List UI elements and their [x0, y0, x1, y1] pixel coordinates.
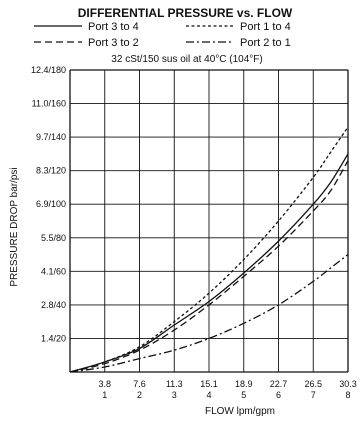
x-tick-label-secondary: 8 — [345, 390, 350, 400]
x-tick-label: 18.9 — [235, 379, 253, 389]
legend-label: Port 3 to 2 — [88, 37, 139, 49]
legend-label: Port 1 to 4 — [240, 21, 291, 33]
legend-label: Port 2 to 1 — [240, 37, 291, 49]
x-tick-label-secondary: 6 — [276, 390, 281, 400]
y-tick-label: 1.4/20 — [41, 333, 66, 343]
chart-subtitle: 32 cSt/150 sus oil at 40°C (104°F) — [111, 54, 262, 65]
y-axis-label: PRESSURE DROP bar/psi — [9, 167, 20, 286]
x-tick-label: 3.8 — [98, 379, 111, 389]
x-tick-label-secondary: 1 — [102, 390, 107, 400]
x-axis-label: FLOW lpm/gpm — [205, 406, 275, 417]
y-tick-label: 4.1/60 — [41, 266, 66, 276]
y-tick-label: 5.5/80 — [41, 233, 66, 243]
y-tick-label: 2.8/40 — [41, 300, 66, 310]
x-tick-label-secondary: 2 — [137, 390, 142, 400]
x-tick-label-secondary: 5 — [241, 390, 246, 400]
x-tick-label-secondary: 7 — [311, 390, 316, 400]
x-tick-label: 22.7 — [270, 379, 288, 389]
y-tick-label: 8.3/120 — [36, 166, 66, 176]
x-tick-label: 30.3 — [339, 379, 357, 389]
y-tick-label: 12.4/180 — [31, 65, 66, 75]
y-tick-label: 11.0/160 — [32, 99, 66, 109]
y-tick-label: 6.9/100 — [36, 199, 66, 209]
chart-title: DIFFERENTIAL PRESSURE vs. FLOW — [78, 6, 293, 20]
x-tick-label: 11.3 — [166, 379, 183, 389]
series-line — [69, 153, 349, 373]
x-tick-label-secondary: 4 — [206, 390, 211, 400]
legend-label: Port 3 to 4 — [88, 21, 139, 33]
series-line — [69, 160, 349, 373]
x-tick-label: 15.1 — [200, 379, 218, 389]
x-tick-label: 26.5 — [304, 379, 322, 389]
x-tick-label-secondary: 3 — [172, 390, 177, 400]
y-tick-label: 9.7/140 — [36, 132, 66, 142]
series-line — [69, 254, 349, 373]
x-tick-label: 7.6 — [133, 379, 146, 389]
